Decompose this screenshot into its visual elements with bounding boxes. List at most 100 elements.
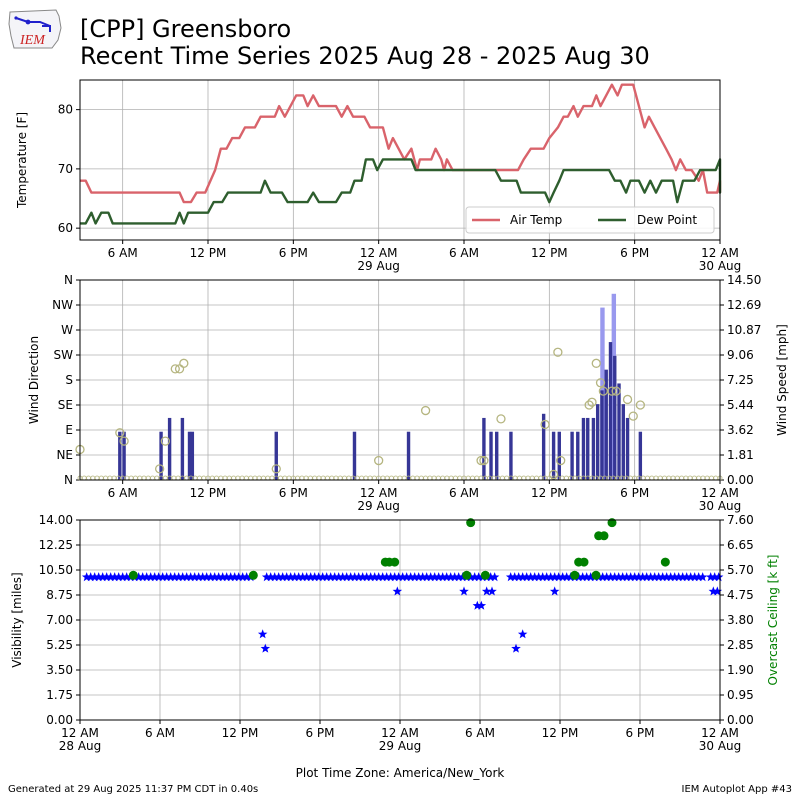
temp-xtick-label: 6 PM (620, 246, 649, 260)
visibility-marker (409, 572, 420, 582)
visibility-marker (585, 572, 596, 582)
wind-calm-marker (320, 475, 326, 481)
ceiling-ytick-label: 0.00 (727, 713, 754, 727)
visibility-marker (577, 572, 588, 582)
wind-calm-marker (662, 475, 667, 481)
wind-calm-marker (410, 475, 416, 481)
wind-xtick-label: 12 PM (531, 486, 568, 500)
temp-xtick-label: 12 AM (360, 246, 398, 260)
visibility-marker (325, 572, 336, 582)
wind-speed-ytick-label: 3.62 (727, 423, 754, 437)
wind-speed-bar (167, 417, 172, 480)
wind-direction-marker (420, 405, 431, 416)
visibility-marker (193, 572, 204, 582)
visibility-marker (641, 572, 652, 582)
wind-calm-marker (427, 475, 433, 481)
wind-speed-bar (604, 369, 608, 480)
visibility-marker (505, 572, 516, 582)
wind-calm-marker (329, 475, 335, 481)
wind-calm-marker (303, 475, 309, 481)
visibility-marker (233, 572, 244, 582)
visibility-marker (341, 572, 352, 582)
ceiling-ytick-label: 0.95 (727, 688, 754, 702)
wind-speed-ytick-label: 5.44 (727, 398, 754, 412)
wind-speed-bar (489, 431, 493, 480)
visibility-marker (329, 572, 340, 582)
wind-direction-marker (635, 400, 646, 410)
vis-xtick-label: 12 AM (701, 726, 739, 740)
ceiling-ytick-label: 1.90 (727, 663, 754, 677)
wind-direction-marker (622, 394, 633, 405)
wind-xtick-sublabel: 30 Aug (699, 499, 742, 513)
wind-calm-marker (252, 475, 258, 481)
wind-speed-bar (621, 404, 625, 480)
vis-ytick-label: 7.00 (46, 613, 73, 627)
vis-xtick-label: 6 AM (145, 726, 175, 740)
vis-ytick-label: 10.50 (39, 563, 73, 577)
wind-calm-marker (261, 475, 266, 481)
temp-legend (465, 206, 715, 234)
visibility-marker (109, 572, 120, 582)
vis-ytick-label: 12.25 (39, 538, 73, 552)
wind-calm-marker (307, 475, 313, 481)
wind-calm-marker (359, 475, 365, 481)
wind-calm-marker (226, 475, 232, 481)
wind-calm-marker (521, 475, 527, 481)
visibility-marker (473, 572, 484, 582)
ceiling-marker (570, 570, 580, 580)
ceiling-marker (660, 557, 670, 567)
wind-calm-marker (440, 475, 446, 481)
wind-calm-marker (380, 475, 386, 481)
wind-calm-marker (525, 475, 531, 481)
temp-ytick-label: 60 (58, 221, 73, 235)
visibility-marker (509, 572, 520, 582)
wind-xtick-label: 12 AM (701, 486, 739, 500)
vis-ytick-label: 1.75 (46, 688, 73, 702)
vis-ytick-label: 0.00 (46, 713, 73, 727)
visibility-marker (369, 572, 380, 582)
visibility-marker (653, 572, 664, 582)
wind-calm-marker (312, 475, 318, 481)
visibility-marker (269, 572, 280, 582)
wind-calm-marker (371, 475, 377, 481)
wind-xtick-label: 6 PM (620, 486, 649, 500)
visibility-marker (713, 572, 724, 582)
wind-speed-bar (122, 431, 126, 480)
wind-direction-marker (591, 358, 601, 368)
visibility-marker (529, 572, 540, 582)
vis-xtick-sublabel: 30 Aug (699, 739, 742, 753)
wind-speed-bar (274, 431, 278, 480)
visibility-marker (673, 572, 684, 582)
ceiling-ytick-label: 3.80 (727, 613, 754, 627)
visibility-marker (169, 572, 180, 582)
visibility-marker (661, 572, 672, 582)
wind-calm-marker (700, 475, 706, 481)
wind-speed-bar (600, 390, 604, 480)
visibility-marker (373, 572, 384, 582)
visibility-marker (429, 572, 440, 582)
wind-direction-marker (271, 464, 281, 474)
air-temp-line (80, 83, 722, 204)
visibility-marker (621, 572, 632, 582)
wind-calm-marker (218, 475, 224, 481)
wind-calm-marker (103, 475, 108, 481)
wind-calm-marker (683, 475, 689, 481)
visibility-marker (397, 572, 408, 582)
wind-calm-marker (90, 475, 96, 481)
wind-calm-marker (231, 475, 237, 481)
visibility-marker (305, 572, 316, 582)
wind-direction-marker (587, 397, 597, 407)
wind-dir-ytick-label: W (61, 323, 73, 337)
visibility-marker (93, 572, 104, 582)
wind-calm-marker (265, 475, 271, 481)
visibility-marker (217, 572, 228, 582)
visibility-marker (313, 572, 324, 582)
wind-calm-marker (128, 475, 134, 481)
visibility-marker (541, 572, 552, 582)
visibility-marker (459, 586, 469, 596)
ceiling-marker (591, 570, 601, 580)
visibility-marker (381, 572, 392, 582)
wind-calm-marker (435, 475, 441, 481)
visibility-marker (353, 572, 364, 582)
visibility-marker (472, 600, 483, 610)
